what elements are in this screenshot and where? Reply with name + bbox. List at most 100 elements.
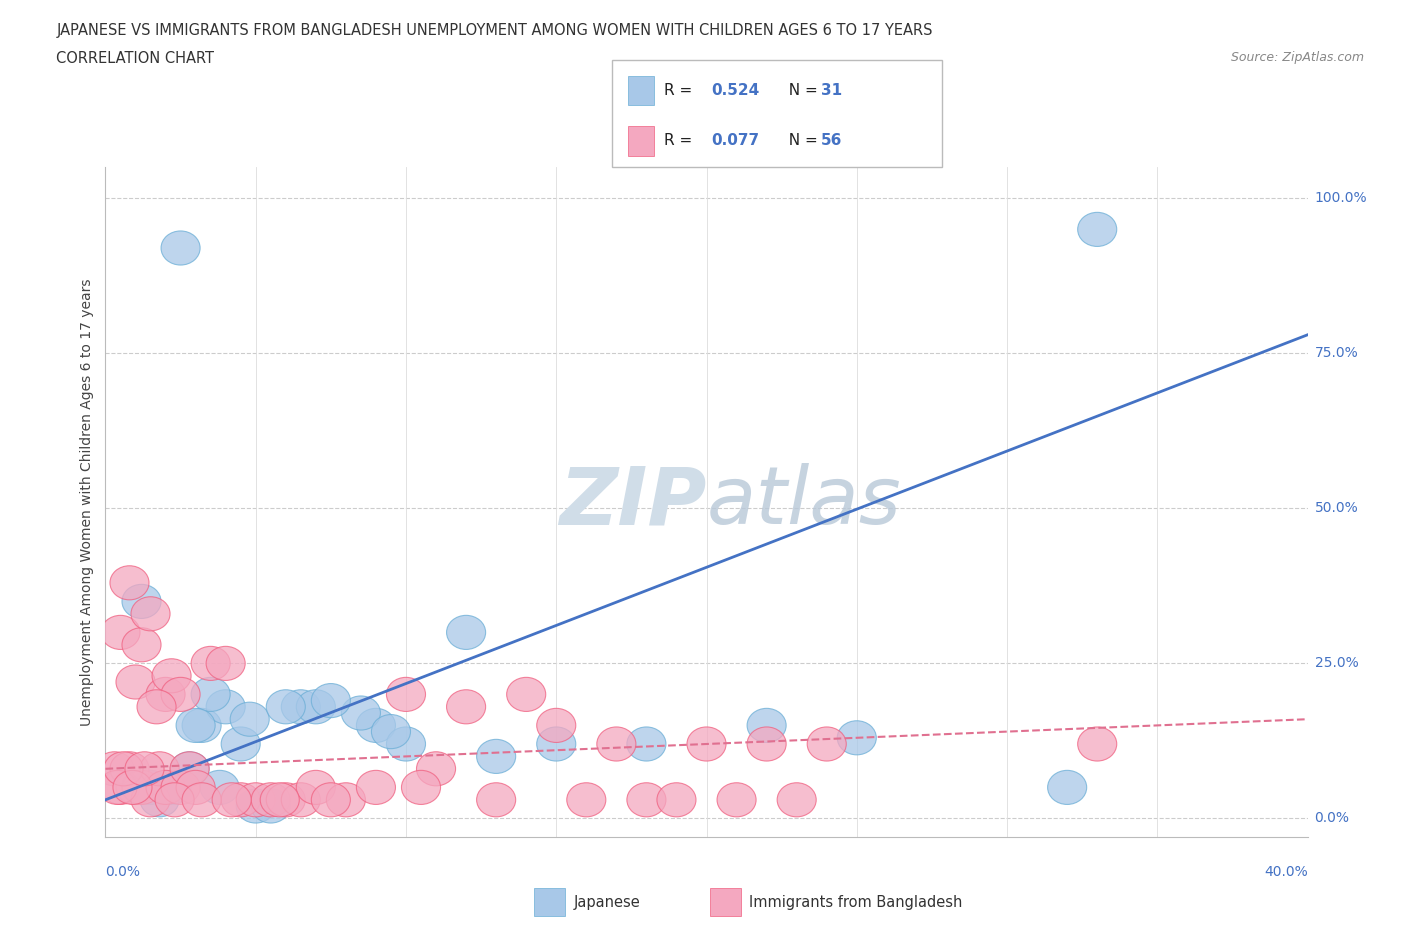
Text: R =: R = — [664, 83, 697, 98]
Ellipse shape — [252, 783, 290, 817]
Ellipse shape — [122, 770, 162, 804]
Ellipse shape — [96, 751, 134, 786]
Ellipse shape — [207, 646, 245, 681]
Text: 40.0%: 40.0% — [1264, 865, 1308, 879]
Ellipse shape — [447, 690, 485, 724]
Ellipse shape — [717, 783, 756, 817]
Ellipse shape — [297, 690, 336, 724]
Text: 0.0%: 0.0% — [105, 865, 141, 879]
Ellipse shape — [688, 727, 725, 761]
Text: Japanese: Japanese — [574, 895, 640, 910]
Text: 25.0%: 25.0% — [1315, 657, 1358, 671]
Ellipse shape — [152, 770, 191, 804]
Text: 56: 56 — [821, 133, 842, 148]
Text: N =: N = — [779, 83, 823, 98]
Ellipse shape — [447, 616, 485, 649]
Ellipse shape — [183, 783, 221, 817]
Ellipse shape — [146, 677, 186, 711]
Ellipse shape — [221, 783, 260, 817]
Ellipse shape — [155, 783, 194, 817]
Text: CORRELATION CHART: CORRELATION CHART — [56, 51, 214, 66]
Text: 0.0%: 0.0% — [1315, 811, 1350, 826]
Ellipse shape — [212, 783, 252, 817]
Ellipse shape — [162, 770, 200, 804]
Ellipse shape — [402, 770, 440, 804]
Text: Source: ZipAtlas.com: Source: ZipAtlas.com — [1230, 51, 1364, 64]
Ellipse shape — [236, 783, 276, 817]
Ellipse shape — [537, 727, 576, 761]
Ellipse shape — [115, 770, 155, 804]
Ellipse shape — [356, 709, 395, 742]
Ellipse shape — [477, 783, 516, 817]
Ellipse shape — [200, 770, 239, 804]
Ellipse shape — [170, 751, 209, 786]
Ellipse shape — [104, 751, 143, 786]
Ellipse shape — [747, 727, 786, 761]
Text: 100.0%: 100.0% — [1315, 192, 1367, 206]
Text: ZIP: ZIP — [560, 463, 707, 541]
Ellipse shape — [221, 727, 260, 761]
Ellipse shape — [131, 783, 170, 817]
Ellipse shape — [266, 690, 305, 724]
Ellipse shape — [125, 751, 165, 786]
Ellipse shape — [191, 677, 231, 711]
Ellipse shape — [122, 628, 162, 662]
Ellipse shape — [342, 696, 381, 730]
Ellipse shape — [281, 783, 321, 817]
Ellipse shape — [110, 565, 149, 600]
Ellipse shape — [657, 783, 696, 817]
Ellipse shape — [152, 658, 191, 693]
Ellipse shape — [281, 690, 321, 724]
Ellipse shape — [260, 783, 299, 817]
Ellipse shape — [191, 646, 231, 681]
Ellipse shape — [162, 677, 200, 711]
Ellipse shape — [326, 783, 366, 817]
Ellipse shape — [416, 751, 456, 786]
Ellipse shape — [131, 597, 170, 631]
Ellipse shape — [477, 739, 516, 774]
Ellipse shape — [131, 770, 170, 804]
Ellipse shape — [98, 770, 136, 804]
Text: 31: 31 — [821, 83, 842, 98]
Ellipse shape — [252, 789, 290, 823]
Ellipse shape — [778, 783, 817, 817]
Ellipse shape — [627, 783, 666, 817]
Ellipse shape — [747, 709, 786, 742]
Text: 0.077: 0.077 — [711, 133, 759, 148]
Text: 0.524: 0.524 — [711, 83, 759, 98]
Text: 50.0%: 50.0% — [1315, 501, 1358, 515]
Ellipse shape — [297, 770, 336, 804]
Ellipse shape — [112, 770, 152, 804]
Ellipse shape — [837, 721, 876, 755]
Text: N =: N = — [779, 133, 823, 148]
Text: R =: R = — [664, 133, 697, 148]
Ellipse shape — [1077, 212, 1116, 246]
Ellipse shape — [236, 789, 276, 823]
Ellipse shape — [136, 690, 176, 724]
Text: JAPANESE VS IMMIGRANTS FROM BANGLADESH UNEMPLOYMENT AMONG WOMEN WITH CHILDREN AG: JAPANESE VS IMMIGRANTS FROM BANGLADESH U… — [56, 23, 932, 38]
Ellipse shape — [311, 684, 350, 718]
Ellipse shape — [567, 783, 606, 817]
Ellipse shape — [596, 727, 636, 761]
Ellipse shape — [231, 702, 269, 737]
Ellipse shape — [266, 783, 305, 817]
Ellipse shape — [1047, 770, 1087, 804]
Text: atlas: atlas — [707, 463, 901, 541]
Ellipse shape — [122, 584, 162, 618]
Ellipse shape — [387, 727, 426, 761]
Ellipse shape — [101, 616, 141, 649]
Ellipse shape — [141, 783, 179, 817]
Text: 75.0%: 75.0% — [1315, 346, 1358, 361]
Y-axis label: Unemployment Among Women with Children Ages 6 to 17 years: Unemployment Among Women with Children A… — [80, 278, 94, 726]
Ellipse shape — [162, 231, 200, 265]
Ellipse shape — [356, 770, 395, 804]
Ellipse shape — [1077, 727, 1116, 761]
Ellipse shape — [183, 709, 221, 742]
Ellipse shape — [387, 677, 426, 711]
Ellipse shape — [506, 677, 546, 711]
Ellipse shape — [141, 751, 179, 786]
Ellipse shape — [371, 714, 411, 749]
Ellipse shape — [170, 751, 209, 786]
Text: Immigrants from Bangladesh: Immigrants from Bangladesh — [749, 895, 963, 910]
Ellipse shape — [101, 770, 141, 804]
